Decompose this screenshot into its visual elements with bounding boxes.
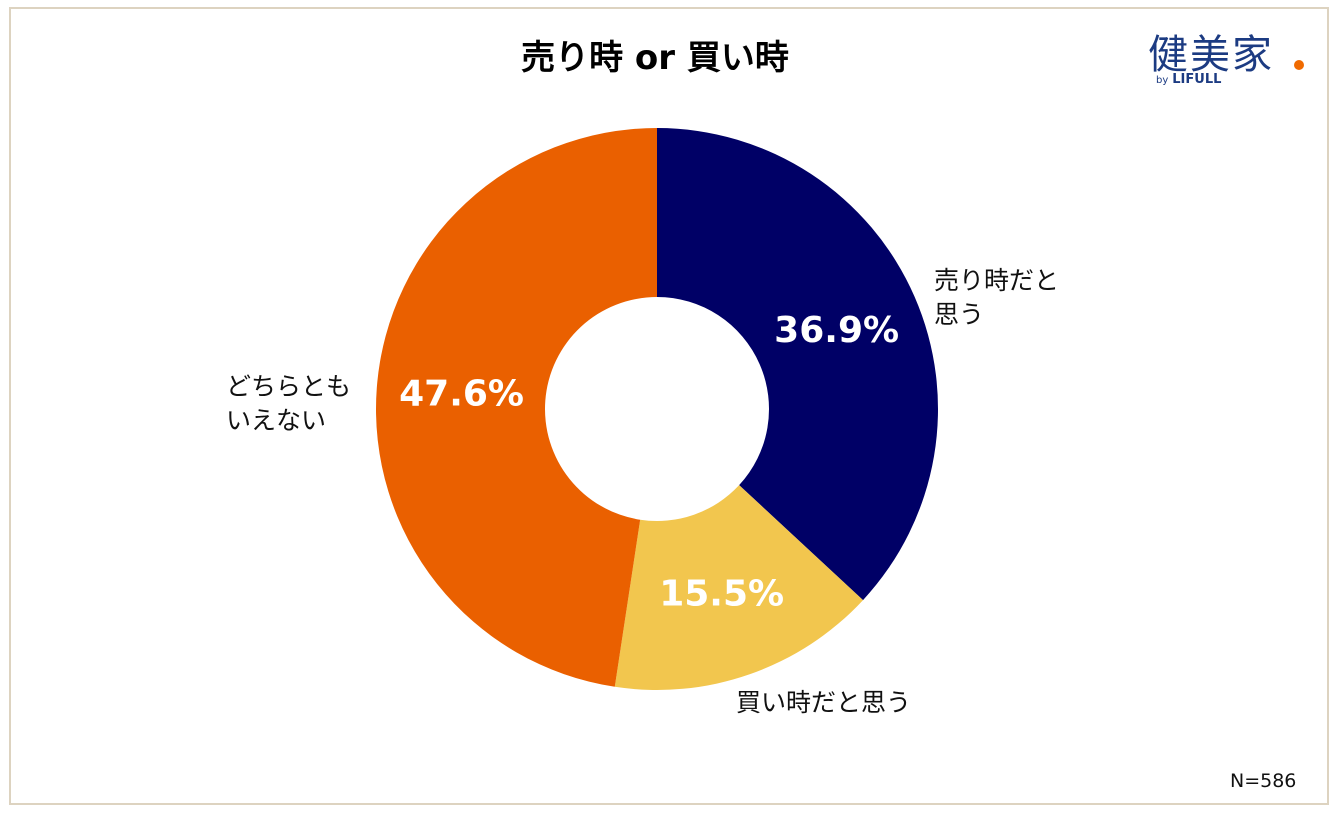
brand-logo: 健美家 by LIFULL [1148, 22, 1308, 92]
logo-wordmark: 健美家 [1148, 32, 1274, 78]
chart-frame [9, 7, 1329, 805]
category-label-buy-line-1: 買い時だと思う [736, 688, 912, 717]
slice-neither [375, 128, 657, 687]
logo-byline: by LIFULL [1156, 72, 1221, 87]
donut-slices [375, 128, 939, 690]
percent-labels: 36.9% 15.5% 47.6% [399, 310, 899, 614]
logo-brand: LIFULL [1172, 72, 1222, 87]
logo-dot-icon [1294, 60, 1304, 70]
slice-buy [614, 485, 864, 690]
slice-sell [657, 128, 939, 601]
category-label-neither-line-2: いえない [226, 406, 327, 435]
logo-by: by [1156, 75, 1169, 86]
data-label-buy: 15.5% [659, 574, 784, 615]
category-label-sell-line-1: 売り時だと [934, 266, 1060, 295]
data-label-sell: 36.9% [774, 310, 899, 351]
category-label-neither-line-1: どちらとも [226, 372, 352, 401]
sample-size-note: N=586 [1230, 770, 1297, 792]
category-label-neither: どちらとも いえない [226, 370, 351, 438]
category-label-sell-line-2: 思う [934, 300, 985, 329]
category-label-sell: 売り時だと 思う [934, 264, 1059, 332]
data-label-neither: 47.6% [399, 374, 524, 415]
category-label-buy: 買い時だと思う [736, 686, 911, 720]
chart-title: 売り時 or 買い時 [521, 38, 789, 78]
